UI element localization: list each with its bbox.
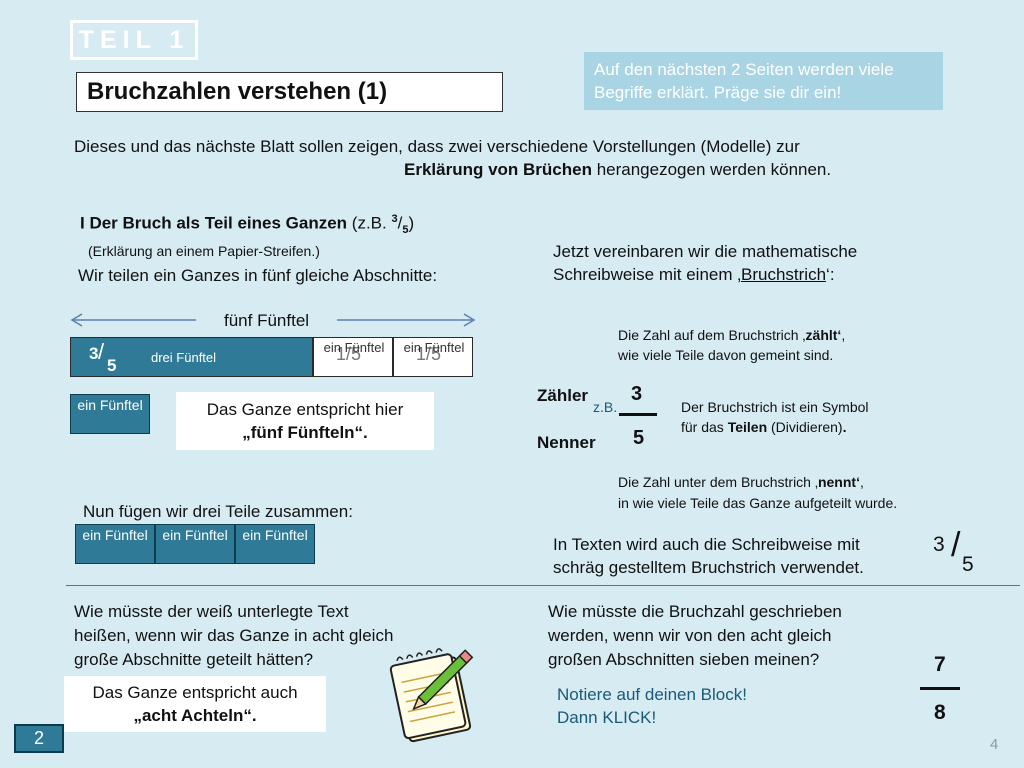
single-fifth-tile[interactable]: ein Fünftel [70,394,150,434]
symbol-end: . [842,419,847,435]
heading-frac-den: 5 [402,224,409,237]
segment-frac: 1/5 [416,344,442,364]
segment-label: ein Fünftel [323,340,385,355]
symbol-bold: Teilen [727,419,768,435]
zb-label: z.B. [593,399,618,415]
strip-segment-2: 1/5 ein Fünftel [393,337,473,377]
right-intro-line1: Jetzt vereinbaren wir die mathematische [553,242,858,261]
strip-segment-1: 1/5 ein Fünftel [313,337,393,377]
question-left-1: Wie müsste der weiß unterlegte Text [74,602,349,621]
intro-line1: Dieses und das nächste Blatt sollen zeig… [74,137,800,156]
ganzes-box: Das Ganze entspricht hier „fünf Fünfteln… [176,392,434,450]
page-number: 4 [990,736,999,753]
unter-line1: Die Zahl unter dem Bruchstrich ‚nennt‘, [618,473,864,492]
heading-frac-num: 3 [391,213,398,225]
arrow-label: fünf Fünftel [196,309,338,332]
divide-text: Wir teilen ein Ganzes in fünf gleiche Ab… [78,266,438,285]
segment-frac: 1/5 [336,344,362,364]
symbol-line1: Der Bruchstrich ist ein Symbol [681,399,869,415]
slash-denominator: 5 [962,553,974,576]
bruchstrich-term: Bruchstrich [741,265,827,284]
combine-tile[interactable]: ein Fünftel [235,524,315,564]
answer-line2: „acht Achteln“. [133,706,257,725]
unter-post: , [859,474,864,490]
symbol-mid: (Dividieren) [767,419,843,435]
strip-three-fifths: 3 / 5 drei Fünftel [70,337,313,377]
intro-rest: herangezogen werden können. [591,160,832,179]
answer-fraction-bar [920,687,960,690]
symbol-pre: für das [681,419,728,435]
page-title: Bruchzahlen verstehen (1) [76,72,503,112]
texts-line1: In Texten wird auch die Schreibweise mit [553,535,860,554]
hint-line1: Notiere auf deinen Block! [557,685,747,704]
unter-bold: nennt‘ [817,474,860,490]
ganzes-line1: Das Ganze entspricht hier [206,400,404,419]
ganzes-line2: „fünf Fünfteln“. [242,423,368,442]
question-left-3: große Abschnitte geteilt hätten? [74,650,314,669]
info-note: Auf den nächsten 2 Seiten werden viele B… [584,52,943,110]
nav-button-2[interactable]: 2 [14,724,64,753]
unter-line2: in wie viele Teile das Ganze aufgeteilt … [618,495,898,511]
answer-box: Das Ganze entspricht auch „acht Achteln“… [64,676,326,732]
slash-symbol: / [951,526,961,564]
answer-numerator: 7 [934,653,946,676]
section1-heading-bold: I Der Bruch als Teil eines Ganzen [80,213,348,233]
segment-label: ein Fünftel [403,340,465,355]
question-right-2: werden, wenn wir von den acht gleich [548,626,832,645]
notepad-pencil-icon [389,648,474,743]
example-numerator: 3 [631,383,643,405]
right-intro-post: ‘: [826,265,835,284]
texts-line2: schräg gestelltem Bruchstrich verwendet. [553,558,864,577]
intro-bold: Erklärung von Brüchen [404,160,592,179]
teil-badge: TEIL 1 [70,20,198,60]
zaehler-label: Zähler [537,386,589,405]
heading-close: ) [408,213,415,233]
hint-line2: Dann KLICK! [557,708,657,727]
example-fraction-bar [619,413,657,416]
answer-denominator: 8 [934,701,946,724]
section1-heading-rest: (z.B. [347,213,392,233]
section1-sub: (Erklärung an einem Papier-Streifen.) [88,243,320,259]
strip-frac-slash: / [98,339,105,364]
strip-frac-den: 5 [107,356,117,375]
strip-label: drei Fünftel [151,350,217,365]
zahl-top-post: , [841,327,846,343]
combine-text: Nun fügen wir drei Teile zusammen: [83,502,353,521]
right-intro-pre: Schreibweise mit einem ‚ [553,265,742,284]
intro-line2: Erklärung von Brüchen herangezogen werde… [404,158,831,181]
separator-line [66,585,1020,586]
zahl-top-pre: Die Zahl auf dem Bruchstrich ‚ [618,327,806,343]
symbol-line2: für das Teilen (Dividieren). [681,418,846,437]
question-right-1: Wie müsste die Bruchzahl geschrieben [548,602,842,621]
zahl-top-bold: zählt‘ [805,327,842,343]
question-right-3: großen Abschnitten sieben meinen? [548,650,820,669]
answer-line1: Das Ganze entspricht auch [92,683,298,702]
slash-numerator: 3 [933,533,945,556]
section1-heading: I Der Bruch als Teil eines Ganzen (z.B. … [80,213,415,237]
zahl-top-line2: wie viele Teile davon gemeint sind. [618,347,834,363]
unter-pre: Die Zahl unter dem Bruchstrich ‚ [618,474,818,490]
combine-tile[interactable]: ein Fünftel [75,524,155,564]
strip-frac-num: 3 [89,344,99,363]
right-intro-line2: Schreibweise mit einem ‚Bruchstrich‘: [553,263,835,286]
zahl-top-line1: Die Zahl auf dem Bruchstrich ‚zählt‘, [618,326,845,345]
example-denominator: 5 [633,427,645,449]
combine-tile[interactable]: ein Fünftel [155,524,235,564]
nenner-label: Nenner [537,433,596,452]
question-left-2: heißen, wenn wir das Ganze in acht gleic… [74,626,394,645]
